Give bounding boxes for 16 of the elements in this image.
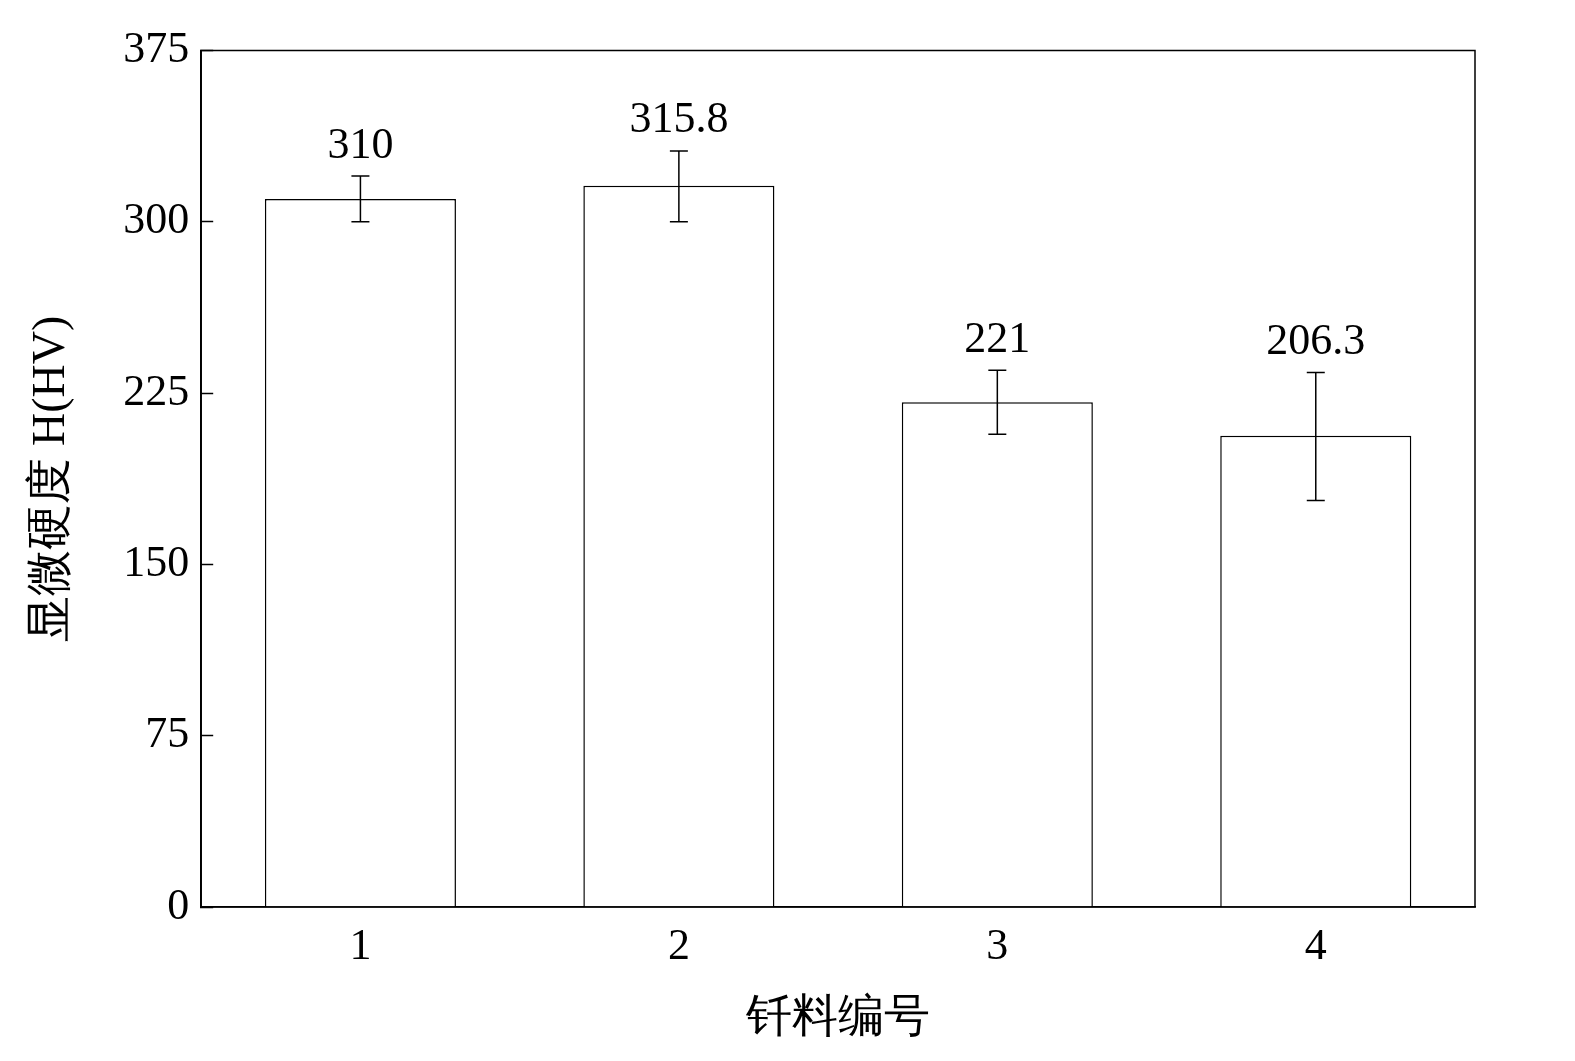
y-tick-label: 375	[123, 22, 190, 72]
y-tick-label: 75	[145, 708, 190, 758]
x-axis-title: 钎料编号	[745, 990, 931, 1042]
x-tick-label: 2	[667, 919, 690, 969]
y-tick-label: 225	[123, 365, 190, 415]
y-tick-label: 0	[167, 879, 190, 929]
data-label: 315.8	[629, 93, 729, 143]
y-tick-label: 150	[123, 536, 190, 586]
data-label: 310	[327, 118, 394, 168]
y-axis-title: 显微硬度 H(HV)	[22, 315, 74, 642]
y-tick-label: 300	[123, 194, 190, 244]
data-label: 221	[964, 312, 1031, 362]
data-label: 206.3	[1266, 315, 1366, 365]
x-tick-label: 3	[986, 919, 1009, 969]
x-tick-label: 4	[1304, 919, 1327, 969]
x-tick-label: 1	[349, 919, 372, 969]
